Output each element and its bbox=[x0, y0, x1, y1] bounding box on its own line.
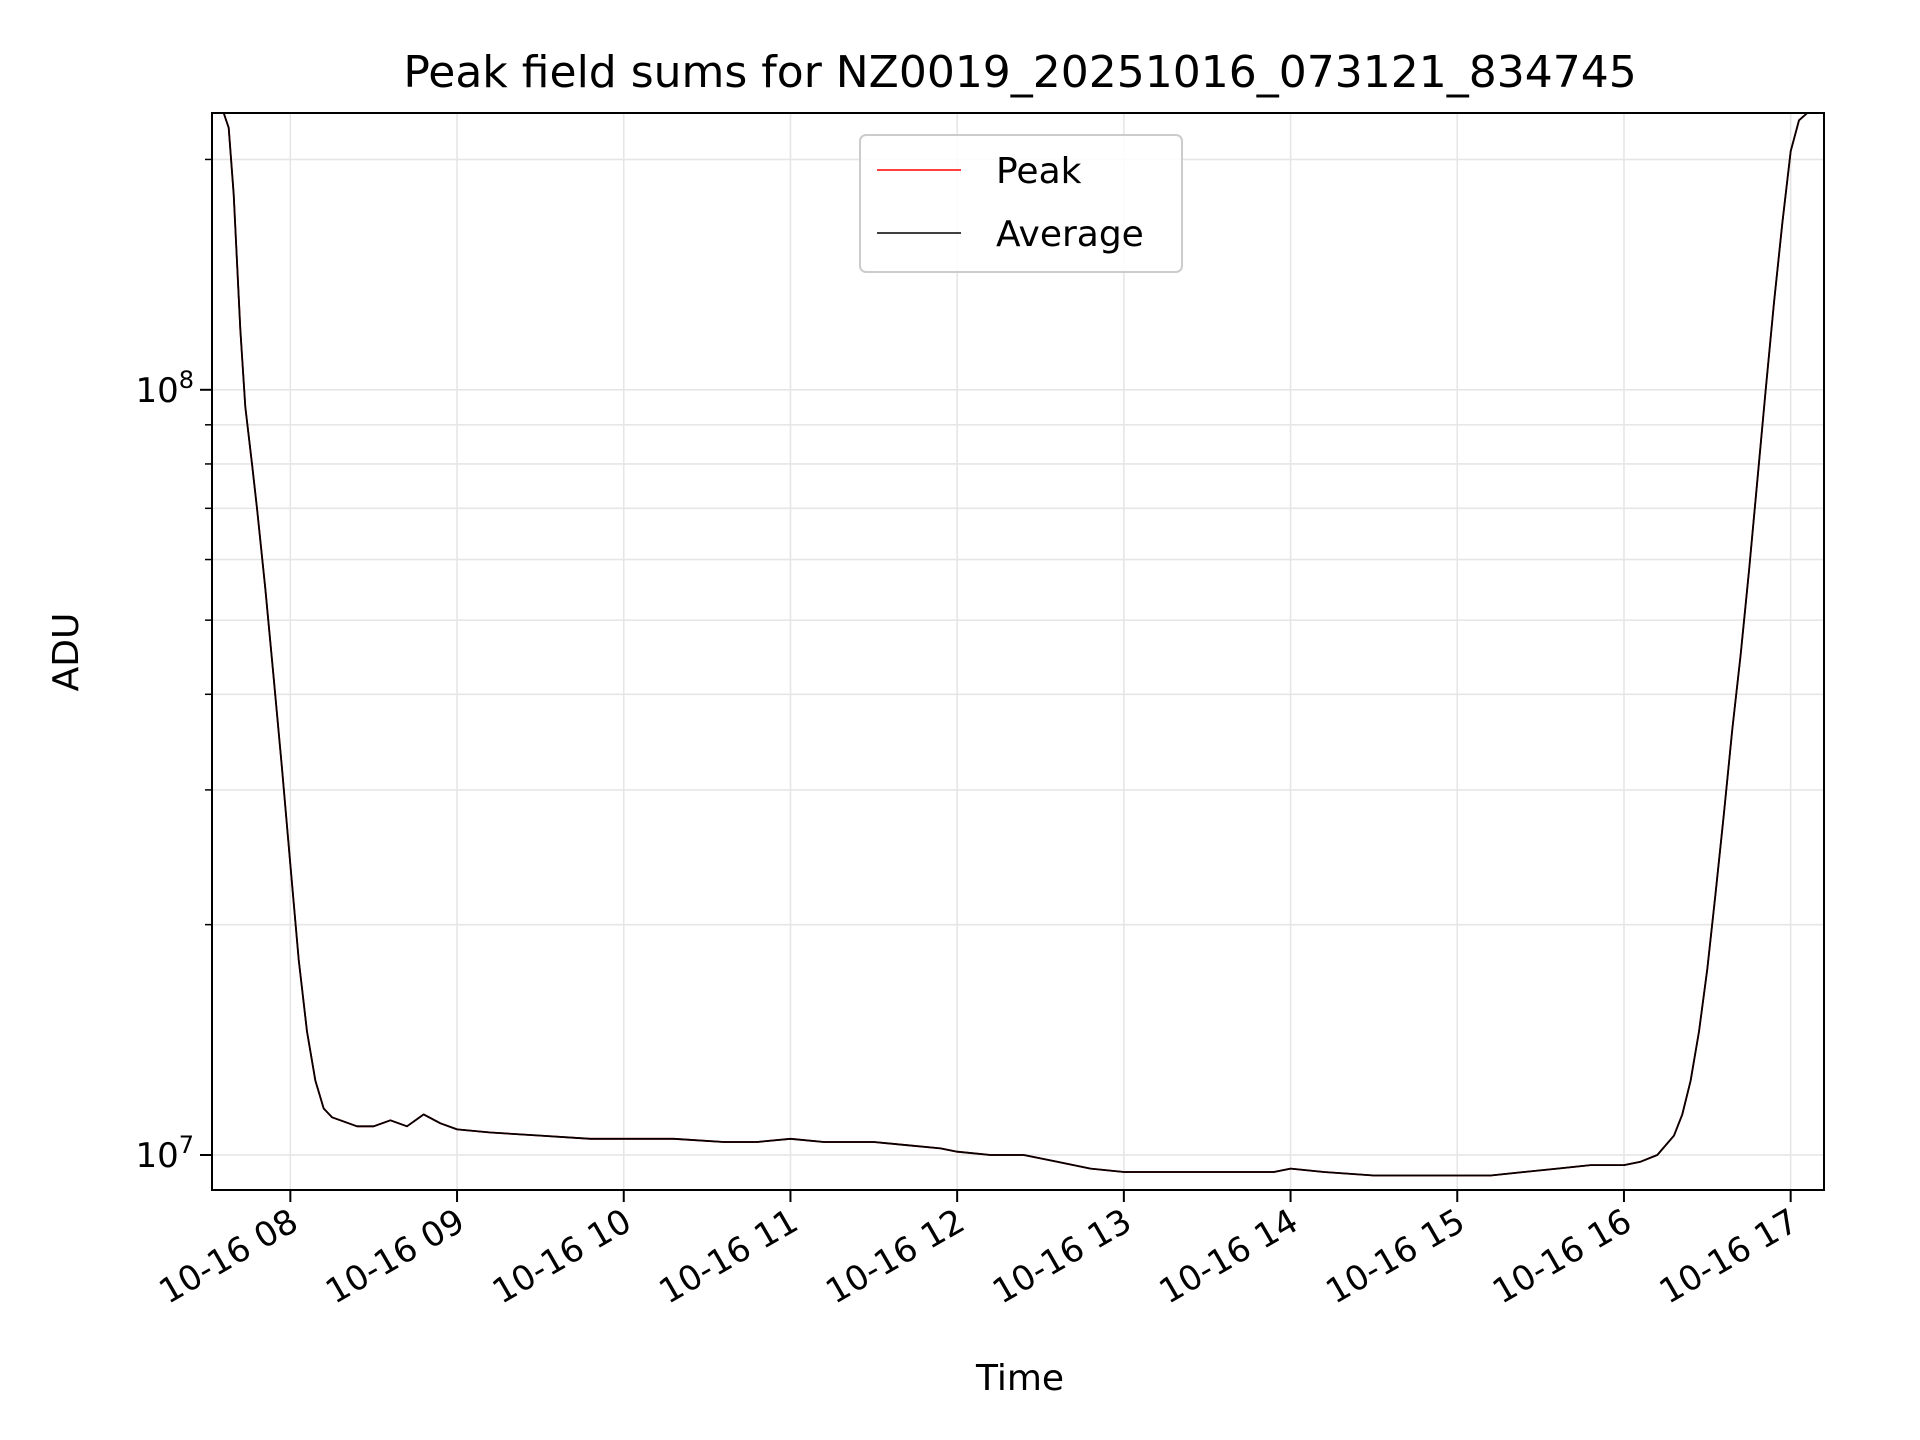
y-tick-label: 108 bbox=[135, 366, 194, 411]
x-axis-label: Time bbox=[975, 1358, 1064, 1399]
legend-label-peak: Peak bbox=[996, 151, 1082, 192]
chart-title: Peak field sums for NZ0019_20251016_0731… bbox=[403, 47, 1636, 98]
y-tick-label: 107 bbox=[135, 1131, 194, 1176]
legend-label-average: Average bbox=[996, 214, 1144, 255]
legend: Peak Average bbox=[859, 134, 1183, 273]
y-axis-label: ADU bbox=[46, 613, 87, 692]
series-line-average bbox=[212, 112, 1824, 1177]
series-layer bbox=[212, 112, 1824, 1177]
plot-frame bbox=[211, 112, 1825, 1191]
